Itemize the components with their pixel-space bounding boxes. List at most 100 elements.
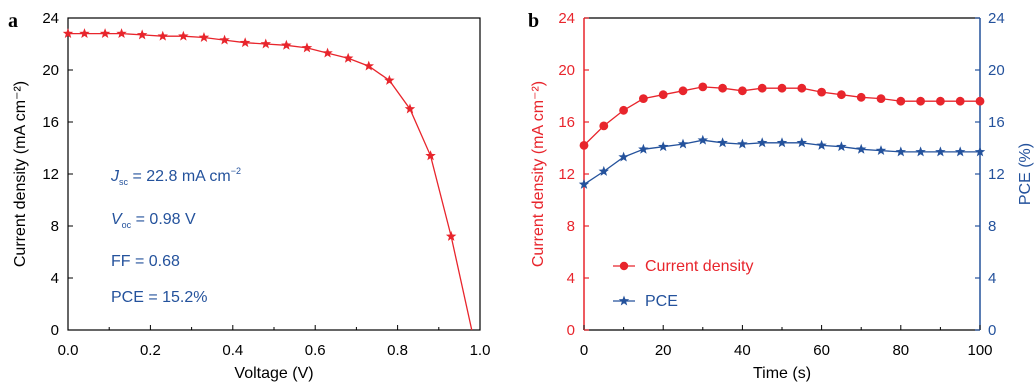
chart-b-xtick-label: 80 xyxy=(892,342,909,359)
jsc-annotation: Jsc = 22.8 mA cm−2 xyxy=(110,166,241,187)
chart-b-ytick-label: 4 xyxy=(567,270,575,287)
chart-a-xlabel: Voltage (V) xyxy=(234,365,313,382)
jv-point xyxy=(116,28,127,39)
current-density-point xyxy=(975,96,985,106)
pce-point xyxy=(677,138,689,149)
chart-b-xtick-label: 60 xyxy=(813,342,830,359)
pce-point xyxy=(954,146,966,157)
ff-annotation: FF = 0.68 xyxy=(111,253,180,270)
jv-point xyxy=(260,38,271,49)
chart-a-ytick-label: 20 xyxy=(42,62,59,79)
current-density-point xyxy=(936,96,945,106)
pce-point xyxy=(638,143,649,154)
current-density-point xyxy=(599,121,609,131)
chart-b-y2tick-label: 8 xyxy=(988,218,996,235)
current-density-point xyxy=(896,96,906,106)
pce-point xyxy=(717,137,728,148)
chart-b-ytick-label: 12 xyxy=(558,166,575,183)
chart-b-xtick-label: 20 xyxy=(655,342,672,359)
panel-a-label: a xyxy=(8,10,18,32)
chart-a-ytick-label: 16 xyxy=(42,114,59,131)
chart-b-xlabel: Time (s) xyxy=(753,365,811,382)
current-density-point xyxy=(579,141,589,150)
jv-curve-chart: 0.0 0.2 0.4 0.6 0.8 1.0 0 4 8 12 16 20 24 Voltage (V… xyxy=(12,10,490,382)
current-density-point xyxy=(718,83,727,93)
jv-point xyxy=(404,103,416,114)
pce-point xyxy=(816,139,827,150)
chart-a-ticks: 0.0 0.2 0.4 0.6 0.8 1.0 0 4 8 12 16 20 24 xyxy=(42,10,490,359)
chart-b-xtick-label: 40 xyxy=(734,342,751,359)
chart-b-y2tick-label: 0 xyxy=(988,322,996,339)
legend: Current density PCE xyxy=(613,258,754,310)
chart-b-xtick-label: 0 xyxy=(580,342,588,359)
current-density-point xyxy=(797,83,807,93)
pce-point xyxy=(796,137,808,148)
chart-b-ytick-label: 8 xyxy=(567,218,575,235)
current-density-point xyxy=(658,90,668,100)
voc-annotation: Voc = 0.98 V xyxy=(111,211,196,230)
jv-point xyxy=(363,60,374,71)
jv-point xyxy=(281,39,292,50)
pce-point xyxy=(697,134,709,145)
chart-b-y2tick-label: 24 xyxy=(988,10,1005,27)
pce-point xyxy=(895,146,907,157)
chart-b-xtick-label: 100 xyxy=(967,342,992,359)
jv-point xyxy=(384,74,395,85)
jv-point xyxy=(301,42,313,53)
pce-point xyxy=(915,146,926,157)
chart-a-xtick-label: 0.8 xyxy=(387,342,408,359)
jv-point xyxy=(157,30,168,41)
chart-b-series xyxy=(578,82,986,189)
jv-point xyxy=(99,28,111,39)
pce-point xyxy=(578,178,590,189)
current-density-point xyxy=(916,96,925,106)
legend-marker-current-density xyxy=(619,261,629,271)
chart-b-y2tick-label: 20 xyxy=(988,62,1005,79)
pce-point xyxy=(974,146,986,157)
chart-b-ytick-label: 0 xyxy=(567,322,575,339)
legend-label-pce: PCE xyxy=(645,293,678,310)
jv-point xyxy=(219,34,230,45)
pce-point xyxy=(855,143,867,154)
chart-b-ytick-label: 24 xyxy=(558,10,575,27)
pce-annotation: PCE = 15.2% xyxy=(111,289,208,306)
chart-a-ylabel: Current density (mA cm⁻²) xyxy=(12,81,29,267)
pce-point xyxy=(598,165,610,176)
chart-a-ytick-label: 4 xyxy=(51,270,59,287)
current-density-point xyxy=(856,92,866,102)
pce-point xyxy=(836,141,847,152)
jv-point xyxy=(445,230,457,241)
pce-point xyxy=(756,137,768,148)
current-density-point xyxy=(619,105,628,115)
pce-point xyxy=(935,146,946,157)
chart-a-ytick-label: 0 xyxy=(51,322,59,339)
current-density-point xyxy=(698,82,708,92)
legend-label-current-density: Current density xyxy=(645,258,754,275)
jv-point xyxy=(62,28,74,39)
pce-point xyxy=(875,145,887,156)
chart-b-y2label: PCE (%) xyxy=(1017,143,1034,205)
chart-a-xtick-label: 0.2 xyxy=(140,342,161,359)
jv-point xyxy=(322,47,333,58)
pce-point xyxy=(737,138,748,149)
jv-point xyxy=(425,150,436,161)
chart-a-xtick-label: 0.6 xyxy=(305,342,326,359)
pce-point xyxy=(618,151,629,162)
chart-a-ytick-label: 12 xyxy=(42,166,59,183)
jv-point xyxy=(198,32,210,42)
current-density-point xyxy=(738,86,747,96)
chart-b-y2tick-label: 4 xyxy=(988,270,996,287)
chart-b-ytick-label: 20 xyxy=(558,62,575,79)
chart-a-ytick-label: 24 xyxy=(42,10,59,27)
chart-b-y2tick-label: 16 xyxy=(988,114,1005,131)
chart-a-ytick-label: 8 xyxy=(51,218,59,235)
current-density-point xyxy=(639,94,648,103)
jv-point xyxy=(342,52,354,63)
current-density-point xyxy=(777,83,787,93)
chart-a-xtick-label: 0.0 xyxy=(58,342,79,359)
current-density-point xyxy=(678,86,688,96)
current-density-point xyxy=(817,87,826,97)
jv-point xyxy=(79,28,90,39)
legend-marker-pce xyxy=(618,295,630,306)
